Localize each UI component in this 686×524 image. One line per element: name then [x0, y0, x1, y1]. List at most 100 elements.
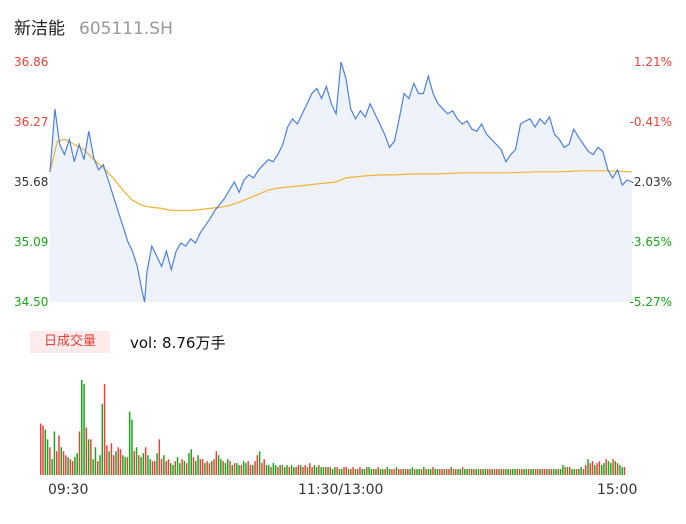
volume-bar: [584, 465, 587, 475]
volume-bar: [204, 463, 206, 476]
volume-bar: [290, 465, 293, 475]
volume-bar: [555, 469, 557, 475]
volume-bar: [231, 465, 234, 475]
volume-bar: [320, 467, 322, 475]
y-tick-left: 36.27: [14, 115, 49, 129]
volume-bar: [553, 469, 555, 475]
volume-bar: [591, 461, 594, 475]
volume-bar: [589, 463, 591, 476]
volume-bar: [523, 469, 525, 475]
volume-bar: [402, 469, 405, 475]
volume-bar: [496, 469, 498, 475]
volume-bar: [420, 469, 423, 475]
volume-bar: [208, 463, 211, 476]
volume-bar: [40, 423, 42, 475]
volume-bar: [174, 461, 177, 475]
volume-bar: [165, 461, 167, 475]
volume-bar: [363, 469, 366, 475]
volume-bar: [484, 469, 487, 475]
volume-bar: [578, 469, 580, 475]
volume-bar: [366, 467, 368, 475]
volume-bar: [507, 469, 509, 475]
volume-bar: [425, 469, 427, 475]
volume-bar: [445, 469, 448, 475]
volume-bar: [434, 469, 436, 475]
volume-bar: [135, 447, 138, 475]
volume-bar: [293, 467, 295, 475]
volume-bar: [621, 467, 623, 475]
volume-bar: [534, 469, 537, 475]
volume-bar: [224, 463, 227, 476]
volume-bar: [468, 469, 471, 475]
volume-bar: [432, 467, 434, 475]
volume-bar: [81, 380, 83, 475]
volume-bar: [379, 469, 382, 475]
volume-bar: [598, 461, 601, 475]
x-tick-midday: 11:30/13:00: [298, 482, 384, 498]
volume-bar: [258, 451, 261, 475]
y-tick-right: -0.41%: [629, 115, 672, 129]
volume-bar: [192, 457, 195, 475]
volume-bar: [117, 447, 120, 475]
volume-bar: [514, 469, 516, 475]
volume-bar: [179, 463, 181, 476]
volume-bar: [559, 469, 562, 475]
volume-bar: [505, 469, 507, 475]
volume-bar: [277, 467, 279, 475]
volume-bar: [299, 465, 302, 475]
volume-bar: [195, 461, 197, 475]
volume-bar: [108, 451, 110, 475]
volume-bar: [557, 469, 560, 475]
volume-bar: [74, 457, 76, 475]
volume-bar: [240, 465, 243, 475]
volume-bar: [160, 459, 163, 475]
volume-bar: [416, 469, 418, 475]
volume-bar: [454, 469, 457, 475]
volume-bar: [343, 467, 345, 475]
volume-bar: [384, 469, 386, 475]
volume-bar: [594, 465, 596, 475]
volume-bar: [249, 465, 252, 475]
volume-bar: [600, 465, 603, 475]
volume-bar: [133, 451, 135, 475]
volume-bar: [616, 463, 619, 476]
volume-bar: [359, 467, 361, 475]
volume-bar: [85, 427, 88, 475]
volume-bar: [103, 383, 106, 475]
volume-bar: [254, 461, 256, 475]
volume-bar: [475, 469, 477, 475]
volume-bar: [92, 459, 94, 475]
volume-bar: [245, 463, 247, 476]
volume-bar: [418, 469, 420, 475]
volume-bar: [411, 467, 414, 475]
volume-bar: [263, 459, 265, 475]
stock-code: 605111.SH: [79, 19, 173, 39]
volume-bar: [58, 435, 60, 475]
volume-bar: [391, 469, 393, 475]
volume-bar: [163, 455, 165, 475]
volume-bar: [612, 459, 614, 475]
volume-bar: [60, 447, 62, 475]
volume-bar: [199, 459, 202, 475]
volume-bar: [101, 403, 104, 475]
volume-bar: [242, 461, 245, 475]
volume-bar: [336, 467, 338, 475]
volume-bar: [215, 451, 218, 475]
volume-bar: [67, 457, 69, 475]
stock-name: 新洁能: [14, 19, 65, 39]
volume-bar: [71, 461, 74, 475]
volume-bar: [167, 459, 170, 475]
volume-bar: [44, 429, 47, 475]
price-line: [49, 61, 633, 303]
volume-bar: [477, 469, 480, 475]
volume-bar: [423, 467, 425, 475]
volume-bar: [131, 419, 133, 475]
volume-bar: [450, 467, 452, 475]
volume-bar: [233, 463, 236, 476]
volume-bar: [42, 425, 44, 475]
volume-bar: [502, 469, 505, 475]
volume-bar: [268, 465, 270, 475]
volume-bar: [470, 469, 473, 475]
volume-bar: [619, 465, 621, 475]
volume-bar: [97, 461, 99, 475]
